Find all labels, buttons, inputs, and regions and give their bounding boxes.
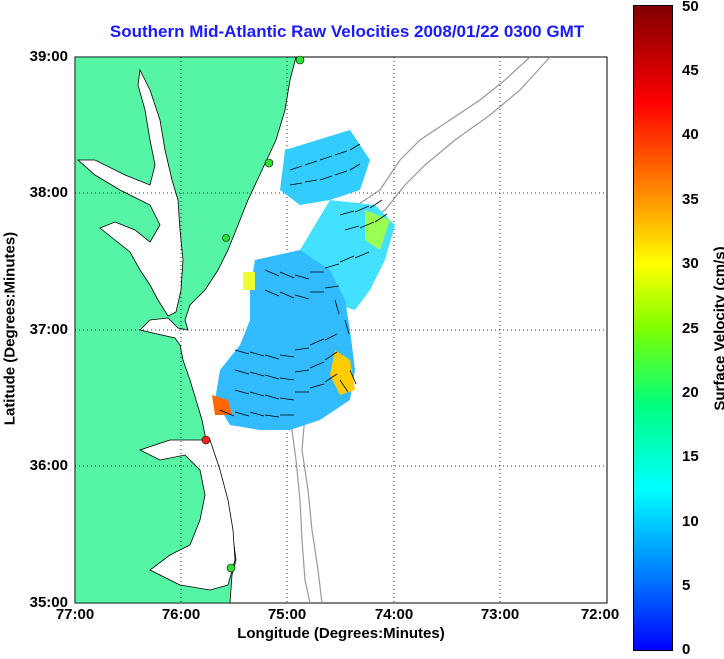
x-tick-label: 77:00	[55, 606, 95, 623]
colorbar-tick-label: 5	[682, 577, 691, 594]
chesapeake-bay	[76, 68, 184, 317]
y-tick-label: 35:00	[29, 594, 68, 611]
colorbar-tick-label: 40	[682, 126, 699, 143]
y-tick-label: 39:00	[29, 48, 68, 65]
station-markers	[201, 55, 305, 573]
colorbar-tick-label: 15	[682, 448, 699, 465]
x-tick-label: 73:00	[480, 606, 520, 623]
colorbar-tick-label: 30	[682, 255, 699, 272]
colorbar-tick-label: 25	[682, 320, 699, 337]
colorbar-tick-label: 35	[682, 191, 699, 208]
pamlico-sound	[138, 439, 236, 591]
x-tick-label: 75:00	[267, 606, 307, 623]
station-marker	[201, 435, 211, 445]
colorbar-tick-label: 20	[682, 384, 699, 401]
colorbar-tick-label: 0	[682, 641, 691, 658]
x-tick-label: 76:00	[161, 606, 201, 623]
y-tick-label: 38:00	[29, 184, 68, 201]
chart-title: Southern Mid-Atlantic Raw Velocities 200…	[109, 22, 585, 41]
colorbar-label: Surface Velocity (cm/s)	[711, 246, 724, 411]
station-marker	[226, 563, 236, 573]
y-tick-label: 37:00	[29, 321, 68, 338]
colorbar-tick-label: 45	[682, 62, 699, 79]
station-marker	[222, 234, 230, 242]
x-axis-label: Longitude (Degrees:Minutes)	[237, 625, 445, 642]
y-tick-label: 36:00	[29, 457, 68, 474]
colorbar-tick-label: 50	[682, 0, 699, 15]
velocity-arrows	[219, 143, 388, 418]
x-tick-label: 72:00	[580, 606, 620, 623]
colorbar	[633, 5, 673, 651]
x-tick-label: 74:00	[374, 606, 414, 623]
y-axis-label: Latitude (Degrees:Minutes)	[1, 231, 19, 426]
station-marker	[264, 158, 274, 168]
colorbar-tick-label: 10	[682, 513, 699, 530]
station-marker	[295, 55, 305, 65]
